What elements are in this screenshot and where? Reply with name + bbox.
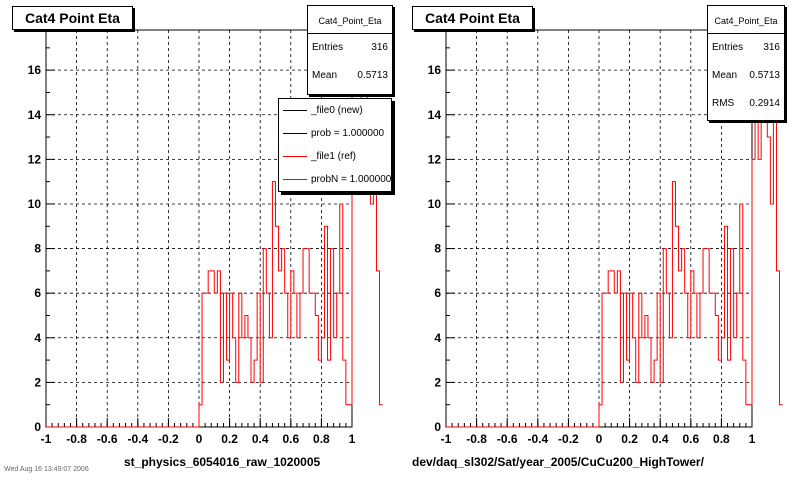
x-tick-label: -0.6: [497, 432, 518, 446]
y-tick-label: 12: [428, 152, 442, 166]
histogram-series: [46, 47, 383, 428]
y-tick-label: 6: [34, 286, 41, 300]
right-canvas: -1 -0.8 -0.6 -0.4 -0.2 0 0.2 0.4 0.6 0.8 1 0 2 4 6 8 10 1…: [400, 0, 800, 480]
footer-timestamp: Wed Aug 16 13:49:07 2006: [4, 466, 89, 473]
left-stats-mean: Mean 0.5713: [312, 70, 388, 81]
y-tick-label: 16: [428, 63, 442, 77]
right-stats-name: Cat4_Point_Eta: [708, 6, 784, 34]
legend-entry-file1: _file1 (ref): [279, 145, 391, 168]
x-tick-label: 0.4: [652, 432, 669, 446]
left-stats-name: Cat4_Point_Eta: [308, 6, 392, 34]
y-tick-label: 10: [428, 197, 442, 211]
legend-entry-probn: probN = 1.000000: [279, 168, 391, 191]
x-tick-label: 0: [596, 432, 603, 446]
x-tick-label: -0.2: [158, 432, 179, 446]
y-tick-label: 14: [28, 108, 42, 122]
y-tick-label: 2: [34, 375, 41, 389]
legend-entry-file0: _file0 (new): [279, 99, 391, 122]
x-tick-label: 0.8: [313, 432, 330, 446]
y-tick-label: 4: [34, 331, 41, 345]
x-tick-label: 0: [196, 432, 203, 446]
right-histogram: -1 -0.8 -0.6 -0.4 -0.2 0 0.2 0.4 0.6 0.8 102468101…: [428, 29, 783, 446]
left-stats-entries: Entries 316: [312, 42, 388, 53]
x-tick-label: 1: [349, 432, 356, 446]
right-stats-entries: Entries 316: [712, 42, 780, 53]
x-tick-label: 0.8: [713, 432, 730, 446]
y-tick-label: 8: [434, 242, 441, 256]
histogram-series: [446, 47, 783, 428]
y-tick-label: 16: [28, 63, 42, 77]
left-canvas: -1 -0.8 -0.6 -0.4 -0.2 0 0.2 0.4 0.6 0.8 1 0 2 4 6 8 10 1…: [4, 5, 393, 473]
x-tick-label: -0.8: [66, 432, 87, 446]
right-stats-rms: RMS 0.2914: [712, 98, 780, 109]
y-tick-label: 10: [28, 197, 42, 211]
x-tick-label: 1: [749, 432, 756, 446]
right-stats-mean: Mean 0.5713: [712, 70, 780, 81]
x-tick-label: 0.6: [682, 432, 699, 446]
x-tick-label: -0.4: [127, 432, 148, 446]
left-stats-box: Cat4_Point_Eta Entries 316 Mean 0.5713: [307, 5, 393, 95]
x-tick-label: -0.2: [558, 432, 579, 446]
x-tick-label: -1: [41, 432, 52, 446]
right-stats-box: Cat4_Point_Eta Entries 316 Mean 0.5713 R…: [707, 5, 785, 121]
right-title: Cat4 Point Eta: [412, 6, 533, 30]
y-tick-label: 0: [434, 420, 441, 434]
left-x-axis-title: st_physics_6054016_raw_1020005: [124, 455, 321, 469]
y-tick-label: 8: [34, 242, 41, 256]
x-tick-label: -0.6: [97, 432, 118, 446]
x-tick-label: 0.6: [282, 432, 299, 446]
y-tick-label: 2: [434, 375, 441, 389]
x-tick-label: 0.4: [252, 432, 269, 446]
x-tick-label: 0.2: [621, 432, 638, 446]
left-title: Cat4 Point Eta: [12, 6, 133, 30]
y-tick-label: 12: [28, 152, 42, 166]
legend-entry-prob: prob = 1.000000: [279, 122, 391, 145]
x-tick-label: -0.8: [466, 432, 487, 446]
x-tick-label: -1: [441, 432, 452, 446]
y-tick-label: 4: [434, 331, 441, 345]
right-x-axis-title: dev/daq_sl302/Sat/year_2005/CuCu200_High…: [412, 455, 704, 469]
y-tick-label: 6: [434, 286, 441, 300]
x-tick-label: -0.4: [527, 432, 548, 446]
left-legend: _file0 (new) prob = 1.000000 _file1 (ref…: [278, 98, 392, 192]
y-tick-label: 14: [428, 108, 442, 122]
left-histogram: -1 -0.8 -0.6 -0.4 -0.2 0 0.2 0.4 0.6 0.8 102468101…: [28, 29, 383, 446]
x-tick-label: 0.2: [221, 432, 238, 446]
y-tick-label: 0: [34, 420, 41, 434]
